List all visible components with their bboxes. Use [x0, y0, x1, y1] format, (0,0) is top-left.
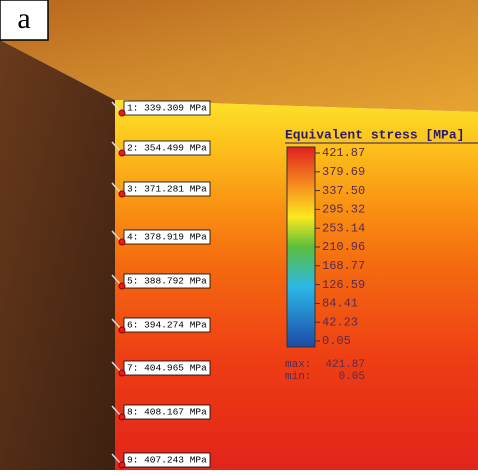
probe-label: 6: 394.274 MPa: [127, 320, 207, 331]
probe-box: [123, 273, 211, 289]
probe-leader: [111, 361, 122, 373]
probe-leader: [111, 318, 122, 330]
probe-leader: [111, 182, 122, 194]
panel-label-box: [0, 0, 49, 41]
max-value: 421.87: [325, 359, 365, 371]
tick-label: 253.14: [322, 221, 365, 235]
probe-box: [123, 452, 211, 468]
probe-point: [118, 149, 126, 157]
legend-ticks: 421.87 379.69 337.50 295.32 253.14 210.96 168.…: [315, 146, 365, 348]
tick-label: 42.23: [322, 315, 358, 329]
probe-leader: [111, 405, 122, 417]
probe-box: [123, 317, 211, 333]
probe-box: [123, 140, 211, 156]
probe-leader: [111, 453, 122, 465]
tick-label: 421.87: [322, 146, 365, 160]
probe-leader: [111, 141, 122, 153]
min-value: 0.05: [339, 371, 365, 383]
color-bar: [286, 146, 316, 348]
top-face: [0, 0, 478, 112]
probe-leader: [111, 101, 122, 113]
probe-label: 7: 404.965 MPa: [127, 363, 207, 374]
panel-label: a: [17, 2, 30, 35]
probe-point: [118, 109, 126, 117]
probe-box: [123, 360, 211, 376]
probe-label: 3: 371.281 MPa: [127, 184, 207, 195]
probe-label: 2: 354.499 MPa: [127, 143, 207, 154]
tick-label: 168.77: [322, 259, 365, 273]
probe-point: [118, 369, 126, 377]
probe-point: [118, 282, 126, 290]
min-label: min:: [285, 371, 311, 383]
tick-label: 337.50: [322, 184, 365, 198]
probe-box: [123, 404, 211, 420]
tick-label: 295.32: [322, 203, 365, 217]
probe-box: [123, 229, 211, 245]
legend-title: Equivalent stress [MPa]: [285, 127, 464, 142]
probe-box: [123, 100, 211, 116]
tick-label: 84.41: [322, 297, 358, 311]
tick-label: 126.59: [322, 278, 365, 292]
probe-label: 9: 407.243 MPa: [127, 455, 207, 466]
tick-label: 379.69: [322, 165, 365, 179]
tick-label: 0.05: [322, 334, 351, 348]
side-face: [0, 40, 115, 470]
probe-leader: [111, 230, 122, 242]
probe-point: [118, 413, 126, 421]
probe-label: 8: 408.167 MPa: [127, 407, 207, 418]
probe-point: [118, 326, 126, 334]
tick-label: 210.96: [322, 240, 365, 254]
probe-point: [118, 190, 126, 198]
max-label: max:: [285, 359, 311, 371]
probes: 1: 339.309 MPa 2: 354.499 MPa 3: 371.281 M…: [111, 100, 211, 469]
probe-point: [118, 461, 126, 469]
probe-label: 5: 388.792 MPa: [127, 276, 207, 287]
probe-point: [118, 238, 126, 246]
probe-leader: [111, 274, 122, 286]
probe-label: 4: 378.919 MPa: [127, 232, 207, 243]
probe-label: 1: 339.309 MPa: [127, 103, 207, 114]
probe-box: [123, 181, 211, 197]
